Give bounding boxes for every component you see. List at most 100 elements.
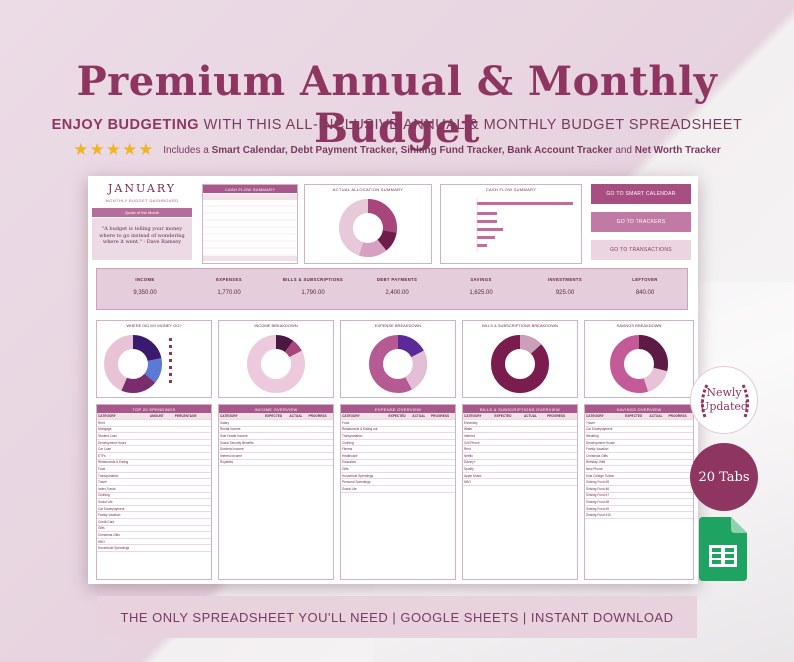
table-row: Sinking Fund #8 <box>585 498 693 506</box>
budget-summary-strip: INCOME 9,350.00 EXPENSES 1,770.00 BILLS & … <box>96 268 688 310</box>
income-donut <box>247 335 305 393</box>
table-cell <box>173 505 211 513</box>
table-row: Travel <box>97 478 211 487</box>
summary-investments: INVESTMENTS 925.00 <box>547 277 583 296</box>
table-cell <box>624 452 649 460</box>
table-cell-category: Rent <box>463 445 494 454</box>
table-cell-category: Apple Music <box>463 472 494 480</box>
table-cell <box>173 518 211 526</box>
table-row: Netflix <box>463 452 577 460</box>
table-column-header: CATEGORY <box>585 413 625 421</box>
table-cell <box>307 432 333 440</box>
table-cell-category: Development Hours <box>97 439 149 447</box>
table-cell <box>522 472 547 480</box>
table-row: Food <box>341 419 455 427</box>
table-row: Sinking Fund #5 <box>585 478 693 487</box>
table-cell <box>430 432 455 440</box>
table-row: Sinking Fund #10 <box>585 511 693 519</box>
table-cell <box>522 439 547 447</box>
quote-text: "A budget is telling your money where to… <box>92 218 192 260</box>
page-title: Premium Annual & Monthly Budget <box>76 58 718 152</box>
table-cell-category: Household Spendings <box>341 472 388 480</box>
table-cell-category: Birthday Gifts <box>585 459 625 467</box>
table-cell <box>493 478 523 487</box>
table-row: Side Hustle Income <box>219 432 333 440</box>
table-cell <box>411 419 431 427</box>
table-column-header: EXPECTED <box>493 413 523 421</box>
goto-smart-calendar-button[interactable]: GO TO SMART CALENDAR <box>591 184 691 204</box>
table-cell <box>411 485 431 493</box>
table-cell <box>546 472 577 480</box>
table-cell <box>624 426 649 434</box>
newly-updated-badge: Newly Updated <box>690 366 758 434</box>
table-column-header: EXPECTED <box>387 413 412 421</box>
table-cell <box>522 419 547 427</box>
table-row: Family Vacation <box>585 445 693 454</box>
table-cell-category: New Phone <box>585 465 625 473</box>
table-cell <box>148 439 174 447</box>
savings-breakdown-panel: SAVINGS BREAKDOWN <box>584 320 694 398</box>
table-cell <box>148 426 174 434</box>
table-cell <box>430 465 455 473</box>
table-cell <box>411 445 431 454</box>
table-column-header: ACTUAL <box>411 413 431 421</box>
table-cell <box>173 478 211 487</box>
table-cell <box>546 478 577 487</box>
table-column-header: ACTUAL <box>648 413 668 421</box>
goto-trackers-button[interactable]: GO TO TRACKERS <box>591 212 691 232</box>
table-cell <box>288 459 308 467</box>
table-cell <box>264 439 289 447</box>
table-row: Social Life <box>341 485 455 493</box>
month-subtitle: MONTHLY BUDGET DASHBOARD <box>105 198 179 203</box>
page-subtitle: ENJOY BUDGETING WITH THIS ALL-INCLUSIVE … <box>0 117 794 133</box>
table-cell <box>546 445 577 454</box>
table-cell-category: Index Funds <box>97 485 149 493</box>
table-cell-category: Student Loan <box>97 432 149 440</box>
table-cell <box>493 445 523 454</box>
table-cell <box>648 452 668 460</box>
top-spendings-table: TOP 20 SPENDINGS CATEGORY AMOUNT PERCENTAG… <box>96 404 212 580</box>
table-cell <box>667 505 693 513</box>
bills-donut <box>491 335 549 393</box>
table-cell <box>307 452 333 460</box>
table-row: Rent <box>97 419 211 427</box>
table-cell <box>667 485 693 493</box>
table-cell <box>387 452 412 460</box>
table-cell <box>667 465 693 473</box>
table-cell <box>624 439 649 447</box>
table-cell <box>667 511 693 519</box>
table-row: Car Downpayment <box>585 426 693 434</box>
goto-transactions-button[interactable]: GO TO TRANSACTIONS <box>591 240 691 260</box>
table-cell-category: Gifts <box>341 465 388 473</box>
table-row: Apple Music <box>463 472 577 480</box>
table-row: Travel <box>585 419 693 427</box>
table-column-header: PROGRESS <box>430 413 455 421</box>
badge-newly: Newly <box>706 386 742 399</box>
features-prefix: Includes a <box>163 145 209 156</box>
table-cell <box>148 492 174 500</box>
table-cell <box>411 439 431 447</box>
table-cell <box>387 432 412 440</box>
table-cell-category: ETFs <box>97 452 149 460</box>
table-row: Christmas Gifts <box>97 531 211 539</box>
table-cell-category: Sinking Fund #6 <box>585 485 625 493</box>
table-cell <box>648 485 668 493</box>
table-cell <box>546 432 577 440</box>
table-cell <box>264 445 289 454</box>
table-header-row: CATEGORY EXPECTED ACTUAL PROGRESS <box>219 413 333 421</box>
table-cell <box>307 439 333 447</box>
table-cell <box>493 426 523 434</box>
footer-banner: THE ONLY SPREADSHEET YOU'LL NEED | GOOGL… <box>97 596 697 638</box>
table-cell-category: Restaurants & Eating <box>97 459 149 467</box>
table-cell <box>148 472 174 480</box>
features-last: Net Worth Tracker <box>634 145 721 156</box>
table-cell <box>173 511 211 519</box>
table-cell-category: Rental Income <box>219 426 265 434</box>
table-row: Royalties <box>219 459 333 467</box>
table-cell-category: Dividend Income <box>219 445 265 454</box>
allocation-summary-panel: ACTUAL ALLOCATION SUMMARY <box>304 184 432 264</box>
table-cell-category: Electricity <box>463 419 494 427</box>
summary-debt: DEBT PAYMENTS 2,400.00 <box>376 277 418 296</box>
tabs-badge: 20 Tabs <box>690 443 758 511</box>
table-cell <box>173 426 211 434</box>
